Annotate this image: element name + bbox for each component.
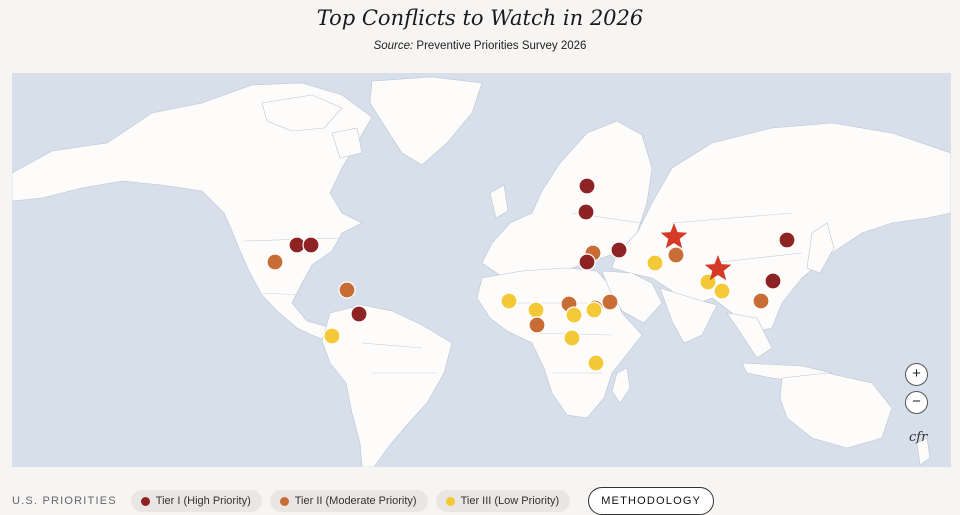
map-canvas[interactable] <box>12 73 951 467</box>
conflict-marker-tier1[interactable] <box>764 272 782 290</box>
greenland <box>369 76 483 166</box>
legend-tier1[interactable]: Tier I (High Priority) <box>130 490 262 512</box>
legend-tier3[interactable]: Tier III (Low Priority) <box>435 490 571 512</box>
conflict-marker-tier3[interactable] <box>585 301 603 319</box>
asia <box>611 122 951 334</box>
flashpoint-star-icon[interactable] <box>660 223 688 249</box>
legend-title: U.S. PRIORITIES <box>12 495 117 507</box>
legend-tier1-label: Tier I (High Priority) <box>155 495 251 507</box>
source-label: Source: <box>373 40 414 52</box>
conflict-marker-tier1[interactable] <box>302 236 320 254</box>
conflict-marker-tier1[interactable] <box>578 253 596 271</box>
conflict-marker-tier1[interactable] <box>610 241 628 259</box>
conflict-marker-tier3[interactable] <box>500 292 518 310</box>
conflict-marker-tier2[interactable] <box>752 292 770 310</box>
conflict-markers <box>266 177 796 372</box>
tier1-dot-icon <box>140 496 150 506</box>
map-source: Source: Preventive Priorities Survey 202… <box>0 40 960 52</box>
north-america <box>12 82 373 346</box>
world-map[interactable]: + − cfr <box>12 73 951 467</box>
conflict-marker-tier1[interactable] <box>350 305 368 323</box>
source-text: Preventive Priorities Survey 2026 <box>416 40 587 52</box>
conflict-marker-tier1[interactable] <box>778 231 796 249</box>
zoom-out-button[interactable]: − <box>905 391 928 414</box>
conflict-marker-tier1[interactable] <box>578 177 596 195</box>
conflict-marker-tier2[interactable] <box>266 253 284 271</box>
madagascar <box>611 367 631 404</box>
conflict-marker-tier2[interactable] <box>601 293 619 311</box>
conflict-marker-tier2[interactable] <box>528 316 546 334</box>
japan <box>806 222 835 274</box>
conflict-marker-tier3[interactable] <box>565 306 583 324</box>
tier3-dot-icon <box>445 496 455 506</box>
methodology-button[interactable]: METHODOLOGY <box>588 487 715 515</box>
conflict-marker-tier2[interactable] <box>667 246 685 264</box>
arctic-islands <box>261 94 363 159</box>
conflict-marker-tier3[interactable] <box>713 282 731 300</box>
conflict-marker-tier2[interactable] <box>338 281 356 299</box>
tier2-dot-icon <box>279 496 289 506</box>
legend: U.S. PRIORITIES Tier I (High Priority) T… <box>12 487 715 515</box>
legend-tier2[interactable]: Tier II (Moderate Priority) <box>269 490 428 512</box>
conflict-marker-tier3[interactable] <box>646 254 664 272</box>
conflict-marker-tier3[interactable] <box>587 354 605 372</box>
cfr-logo: cfr <box>909 430 928 445</box>
conflict-marker-tier3[interactable] <box>527 301 545 319</box>
map-title: Top Conflicts to Watch in 2026 <box>316 6 644 30</box>
conflict-marker-tier3[interactable] <box>323 327 341 345</box>
legend-tier2-label: Tier II (Moderate Priority) <box>294 495 417 507</box>
conflict-marker-tier1[interactable] <box>577 203 595 221</box>
south-america <box>321 304 453 467</box>
zoom-in-button[interactable]: + <box>905 363 928 386</box>
conflict-marker-tier3[interactable] <box>563 329 581 347</box>
flashpoint-star-icon[interactable] <box>704 255 732 281</box>
australia <box>779 372 893 449</box>
new-zealand <box>916 437 931 466</box>
legend-tier3-label: Tier III (Low Priority) <box>460 495 560 507</box>
uk-ireland <box>489 184 509 219</box>
